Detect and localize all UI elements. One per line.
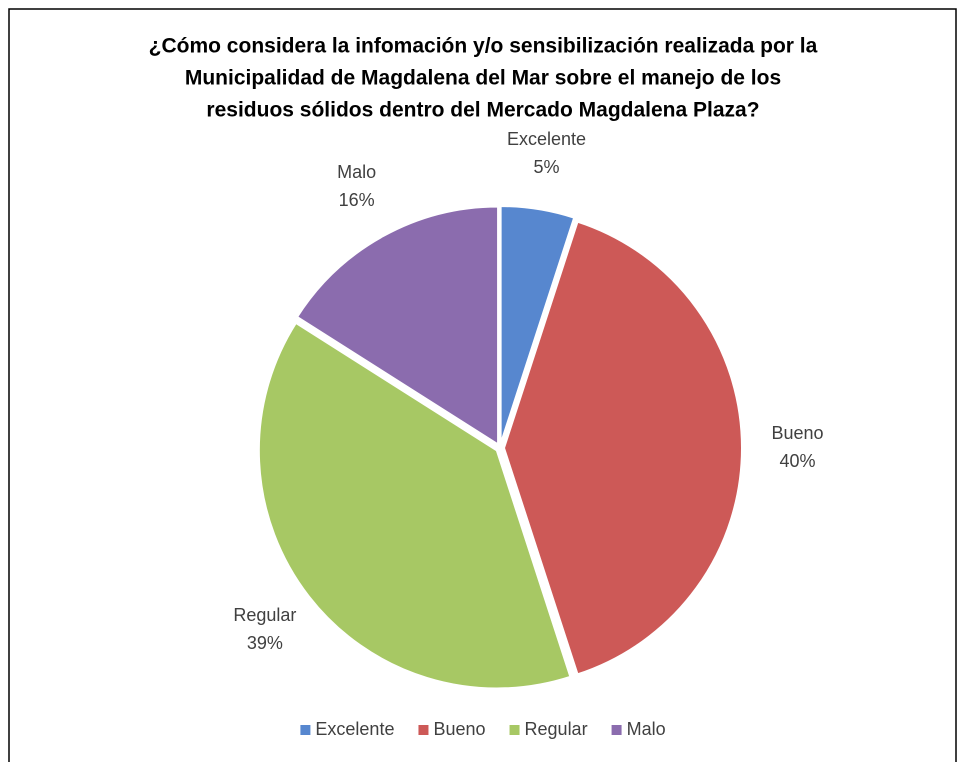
data-label-name: Bueno (771, 423, 823, 443)
pie-slice (499, 205, 576, 445)
chart-title: ¿Cómo considera la infomación y/o sensib… (149, 35, 818, 58)
legend-swatch (611, 725, 622, 735)
chart-frame (8, 8, 957, 762)
legend: Excelente Bueno Regular Malo (300, 719, 666, 739)
chart-title: residuos sólidos dentro del Mercado Magd… (206, 99, 759, 122)
legend-label: Excelente (315, 719, 394, 739)
data-label-name: Excelente (507, 129, 586, 149)
data-label-name: Regular (233, 605, 296, 625)
chart-title: Municipalidad de Magdalena del Mar sobre… (185, 67, 781, 90)
pie-slice (257, 321, 572, 690)
pie-slice (295, 205, 500, 447)
pie-slice (502, 220, 743, 676)
legend-label: Bueno (433, 719, 485, 739)
data-label-value: 16% (339, 190, 375, 210)
legend-label: Regular (525, 719, 588, 739)
data-label-value: 39% (247, 633, 283, 653)
legend-swatch (509, 725, 520, 735)
legend-label: Malo (627, 719, 666, 739)
data-label-name: Malo (337, 162, 376, 182)
legend-swatch (300, 725, 311, 735)
legend-swatch (418, 725, 429, 735)
data-label-value: 5% (534, 157, 560, 177)
data-label-value: 40% (779, 451, 815, 471)
